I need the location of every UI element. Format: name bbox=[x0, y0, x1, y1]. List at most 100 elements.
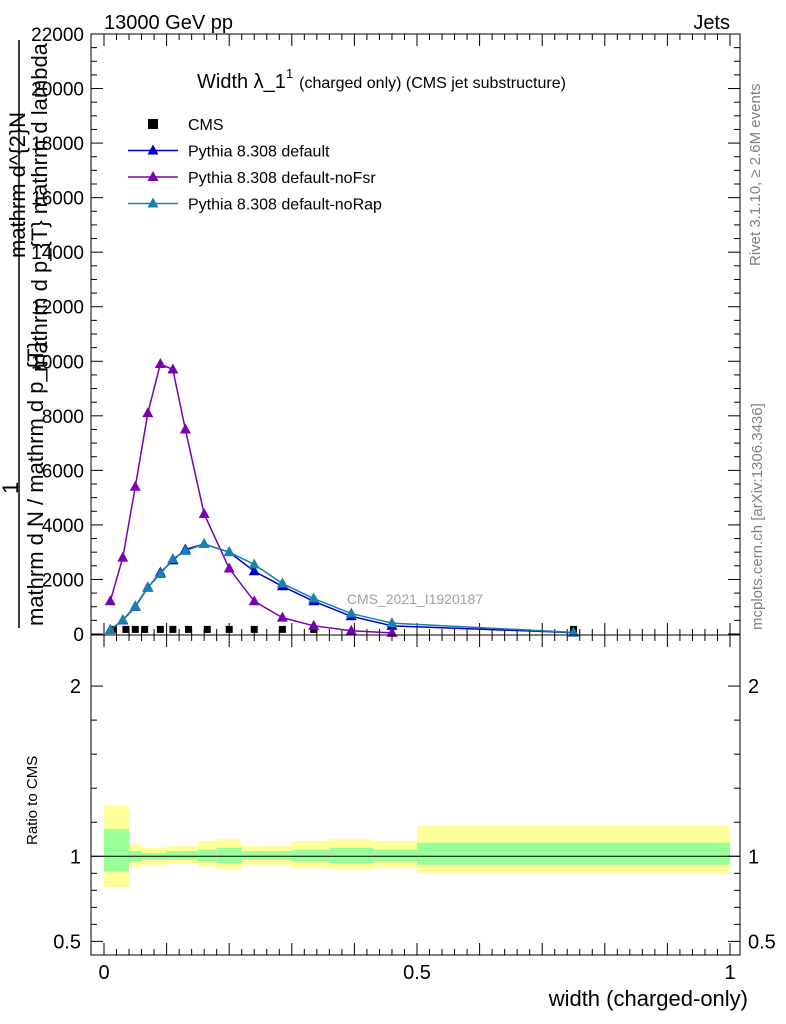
data-point bbox=[141, 625, 149, 633]
legend-item: Pythia 8.308 default bbox=[128, 144, 330, 161]
legend-item: Pythia 8.308 default-noFsr bbox=[128, 170, 376, 187]
plot-title-rest: (charged only) (CMS jet substructure) bbox=[299, 75, 566, 92]
data-point bbox=[156, 625, 164, 633]
data-point bbox=[167, 553, 179, 563]
series-pythia-8-308-default-norap bbox=[104, 538, 579, 637]
ratio-y-tick-label-right: 1 bbox=[748, 846, 759, 868]
ratio-inner-band bbox=[329, 847, 374, 864]
data-point bbox=[117, 613, 129, 624]
y-label-prefactor-denominator: mathrm d N / mathrm d p_{T} bbox=[23, 341, 48, 626]
y-label-numerator: mathrm d^{2}N bbox=[5, 112, 30, 258]
main-y-tick-label: 12000 bbox=[31, 298, 84, 319]
x-tick-label: 1 bbox=[724, 962, 735, 984]
ratio-y-axis-label: Ratio to CMS bbox=[24, 756, 41, 845]
data-point bbox=[203, 625, 211, 633]
ratio-inner-band bbox=[104, 829, 130, 872]
data-point bbox=[308, 619, 320, 630]
legend: CMS Pythia 8.308 default Pythia 8.308 defa… bbox=[128, 117, 382, 214]
plot-title: Width λ_11 (charged only) (CMS jet substr… bbox=[197, 66, 566, 93]
data-point bbox=[386, 617, 398, 628]
legend-marker bbox=[147, 197, 159, 208]
series-pythia-8-308-default-nofsr bbox=[104, 358, 398, 637]
legend-label: Pythia 8.308 default-noFsr bbox=[188, 170, 376, 187]
data-point bbox=[104, 595, 116, 606]
x-tick-label: 0 bbox=[98, 962, 109, 984]
mcplots-site-label: mcplots.cern.ch [arXiv:1306.3436] bbox=[749, 403, 766, 630]
main-y-tick-label: 4000 bbox=[42, 516, 84, 537]
y-label-prefactor: 1 bbox=[0, 482, 23, 494]
ratio-y-tick-label-right: 2 bbox=[748, 676, 759, 698]
data-point bbox=[142, 407, 154, 418]
data-point bbox=[386, 626, 398, 637]
main-y-tick-label: 0 bbox=[73, 625, 84, 646]
main-x-axis bbox=[103, 34, 731, 635]
data-point bbox=[345, 607, 357, 618]
main-y-tick-label: 10000 bbox=[31, 352, 84, 373]
legend-label: Pythia 8.308 default-noRap bbox=[188, 197, 382, 214]
legend-marker bbox=[148, 119, 158, 129]
ratio-inner-band bbox=[373, 849, 417, 862]
main-y-tick-label: 20000 bbox=[31, 80, 84, 101]
ratio-y-axis: 0.5 0.5 1 1 2 2 bbox=[53, 676, 776, 953]
main-y-tick-label: 8000 bbox=[42, 407, 84, 428]
data-point bbox=[308, 592, 320, 603]
ratio-panel: 0.5 0.51 12 2 0 0.5 1 Ratio to CMS width (cha… bbox=[24, 634, 776, 1011]
rivet-version-label: Rivet 3.1.10, ≥ 2.6M events bbox=[747, 84, 764, 267]
data-point bbox=[104, 623, 116, 634]
series-line bbox=[109, 543, 574, 634]
main-series-layer bbox=[104, 358, 579, 637]
series-cms bbox=[109, 625, 577, 633]
ratio-inner-band bbox=[291, 849, 330, 862]
x-tick-label: 0.5 bbox=[403, 962, 431, 984]
header-jets-label: Jets bbox=[693, 12, 730, 34]
legend-label: CMS bbox=[188, 117, 224, 134]
ratio-inner-band bbox=[417, 842, 730, 865]
data-point bbox=[248, 558, 260, 569]
data-point bbox=[167, 363, 179, 374]
plot-title-main: Width λ_1 bbox=[197, 71, 286, 93]
data-point bbox=[142, 581, 154, 592]
data-point bbox=[248, 595, 260, 606]
ratio-inner-band bbox=[197, 849, 217, 862]
main-y-axis-label: mathrm d^{2}N mathrm d p_{T} mathrm d la… bbox=[0, 40, 52, 628]
ratio-inner-band bbox=[216, 847, 242, 864]
data-point bbox=[179, 544, 191, 555]
data-point bbox=[131, 625, 139, 633]
ratio-panel-frame bbox=[90, 634, 741, 956]
y-label-denominator: mathrm d p_{T} mathrm d lambda bbox=[27, 42, 52, 372]
data-point bbox=[345, 624, 357, 635]
data-point bbox=[223, 546, 235, 557]
main-y-tick-label: 22000 bbox=[31, 25, 84, 46]
data-point bbox=[278, 625, 286, 633]
ratio-y-tick-label: 2 bbox=[70, 676, 81, 698]
data-point bbox=[250, 625, 258, 633]
main-panel: 0 2000 4000 6000 8000 10000 12000 14000 16000 180… bbox=[0, 25, 741, 646]
data-point bbox=[169, 625, 177, 633]
header-energy-label: 13000 GeV pp bbox=[104, 12, 233, 34]
data-point bbox=[568, 626, 579, 637]
legend-marker bbox=[147, 144, 159, 155]
data-point bbox=[225, 625, 233, 633]
ratio-inner-band bbox=[166, 851, 198, 860]
x-axis-label: width (charged-only) bbox=[548, 986, 748, 1011]
data-point bbox=[198, 508, 210, 518]
series-line bbox=[109, 362, 393, 634]
data-point bbox=[154, 568, 166, 578]
data-point bbox=[129, 600, 141, 611]
main-y-tick-label: 14000 bbox=[31, 243, 84, 264]
series-line bbox=[109, 543, 574, 634]
data-point bbox=[122, 625, 130, 633]
main-y-tick-label: 18000 bbox=[31, 134, 84, 155]
data-point bbox=[129, 480, 141, 491]
data-point bbox=[109, 625, 117, 633]
ratio-inner-band bbox=[241, 851, 292, 860]
plot-title-sup: 1 bbox=[286, 66, 293, 81]
main-y-tick-label: 2000 bbox=[42, 570, 84, 591]
legend-item: Pythia 8.308 default-noRap bbox=[128, 197, 382, 214]
data-point bbox=[223, 562, 235, 573]
data-point bbox=[276, 611, 288, 622]
data-point bbox=[198, 538, 210, 548]
main-y-tick-label: 16000 bbox=[31, 189, 84, 210]
ratio-x-axis: 0 0.5 1 bbox=[98, 635, 736, 984]
